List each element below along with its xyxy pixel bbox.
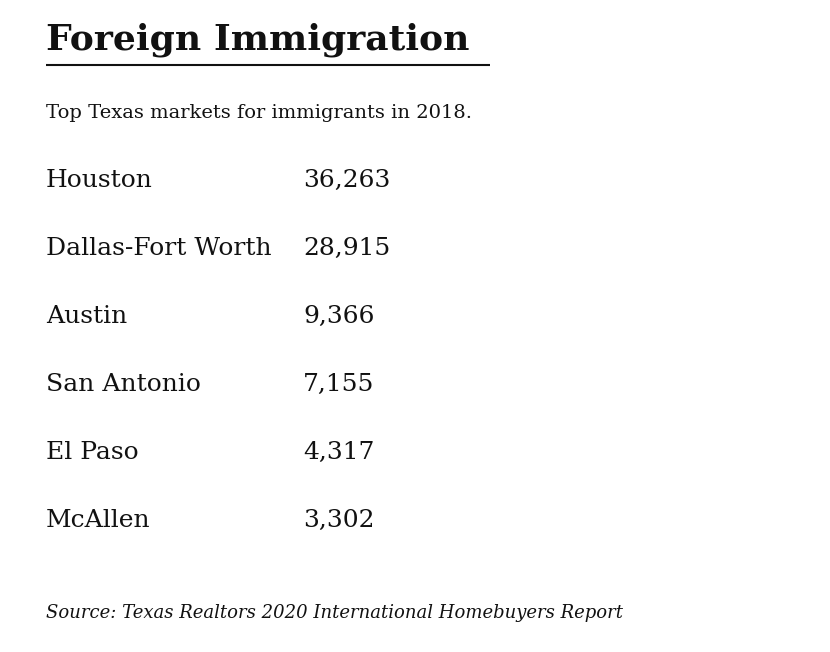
Text: McAllen: McAllen <box>46 509 150 532</box>
Text: 9,366: 9,366 <box>303 305 374 328</box>
Text: 28,915: 28,915 <box>303 237 390 260</box>
Text: 4,317: 4,317 <box>303 441 374 464</box>
Text: Dallas-Fort Worth: Dallas-Fort Worth <box>46 237 271 260</box>
Text: 3,302: 3,302 <box>303 509 374 532</box>
Text: San Antonio: San Antonio <box>46 373 201 396</box>
Text: 7,155: 7,155 <box>303 373 374 396</box>
Text: Houston: Houston <box>46 169 153 192</box>
Text: Source: Texas Realtors 2020 International Homebuyers Report: Source: Texas Realtors 2020 Internationa… <box>46 604 622 622</box>
Text: Foreign Immigration: Foreign Immigration <box>46 23 469 57</box>
Text: Austin: Austin <box>46 305 127 328</box>
Text: Top Texas markets for immigrants in 2018.: Top Texas markets for immigrants in 2018… <box>46 104 471 122</box>
Text: 36,263: 36,263 <box>303 169 390 192</box>
Text: El Paso: El Paso <box>46 441 139 464</box>
